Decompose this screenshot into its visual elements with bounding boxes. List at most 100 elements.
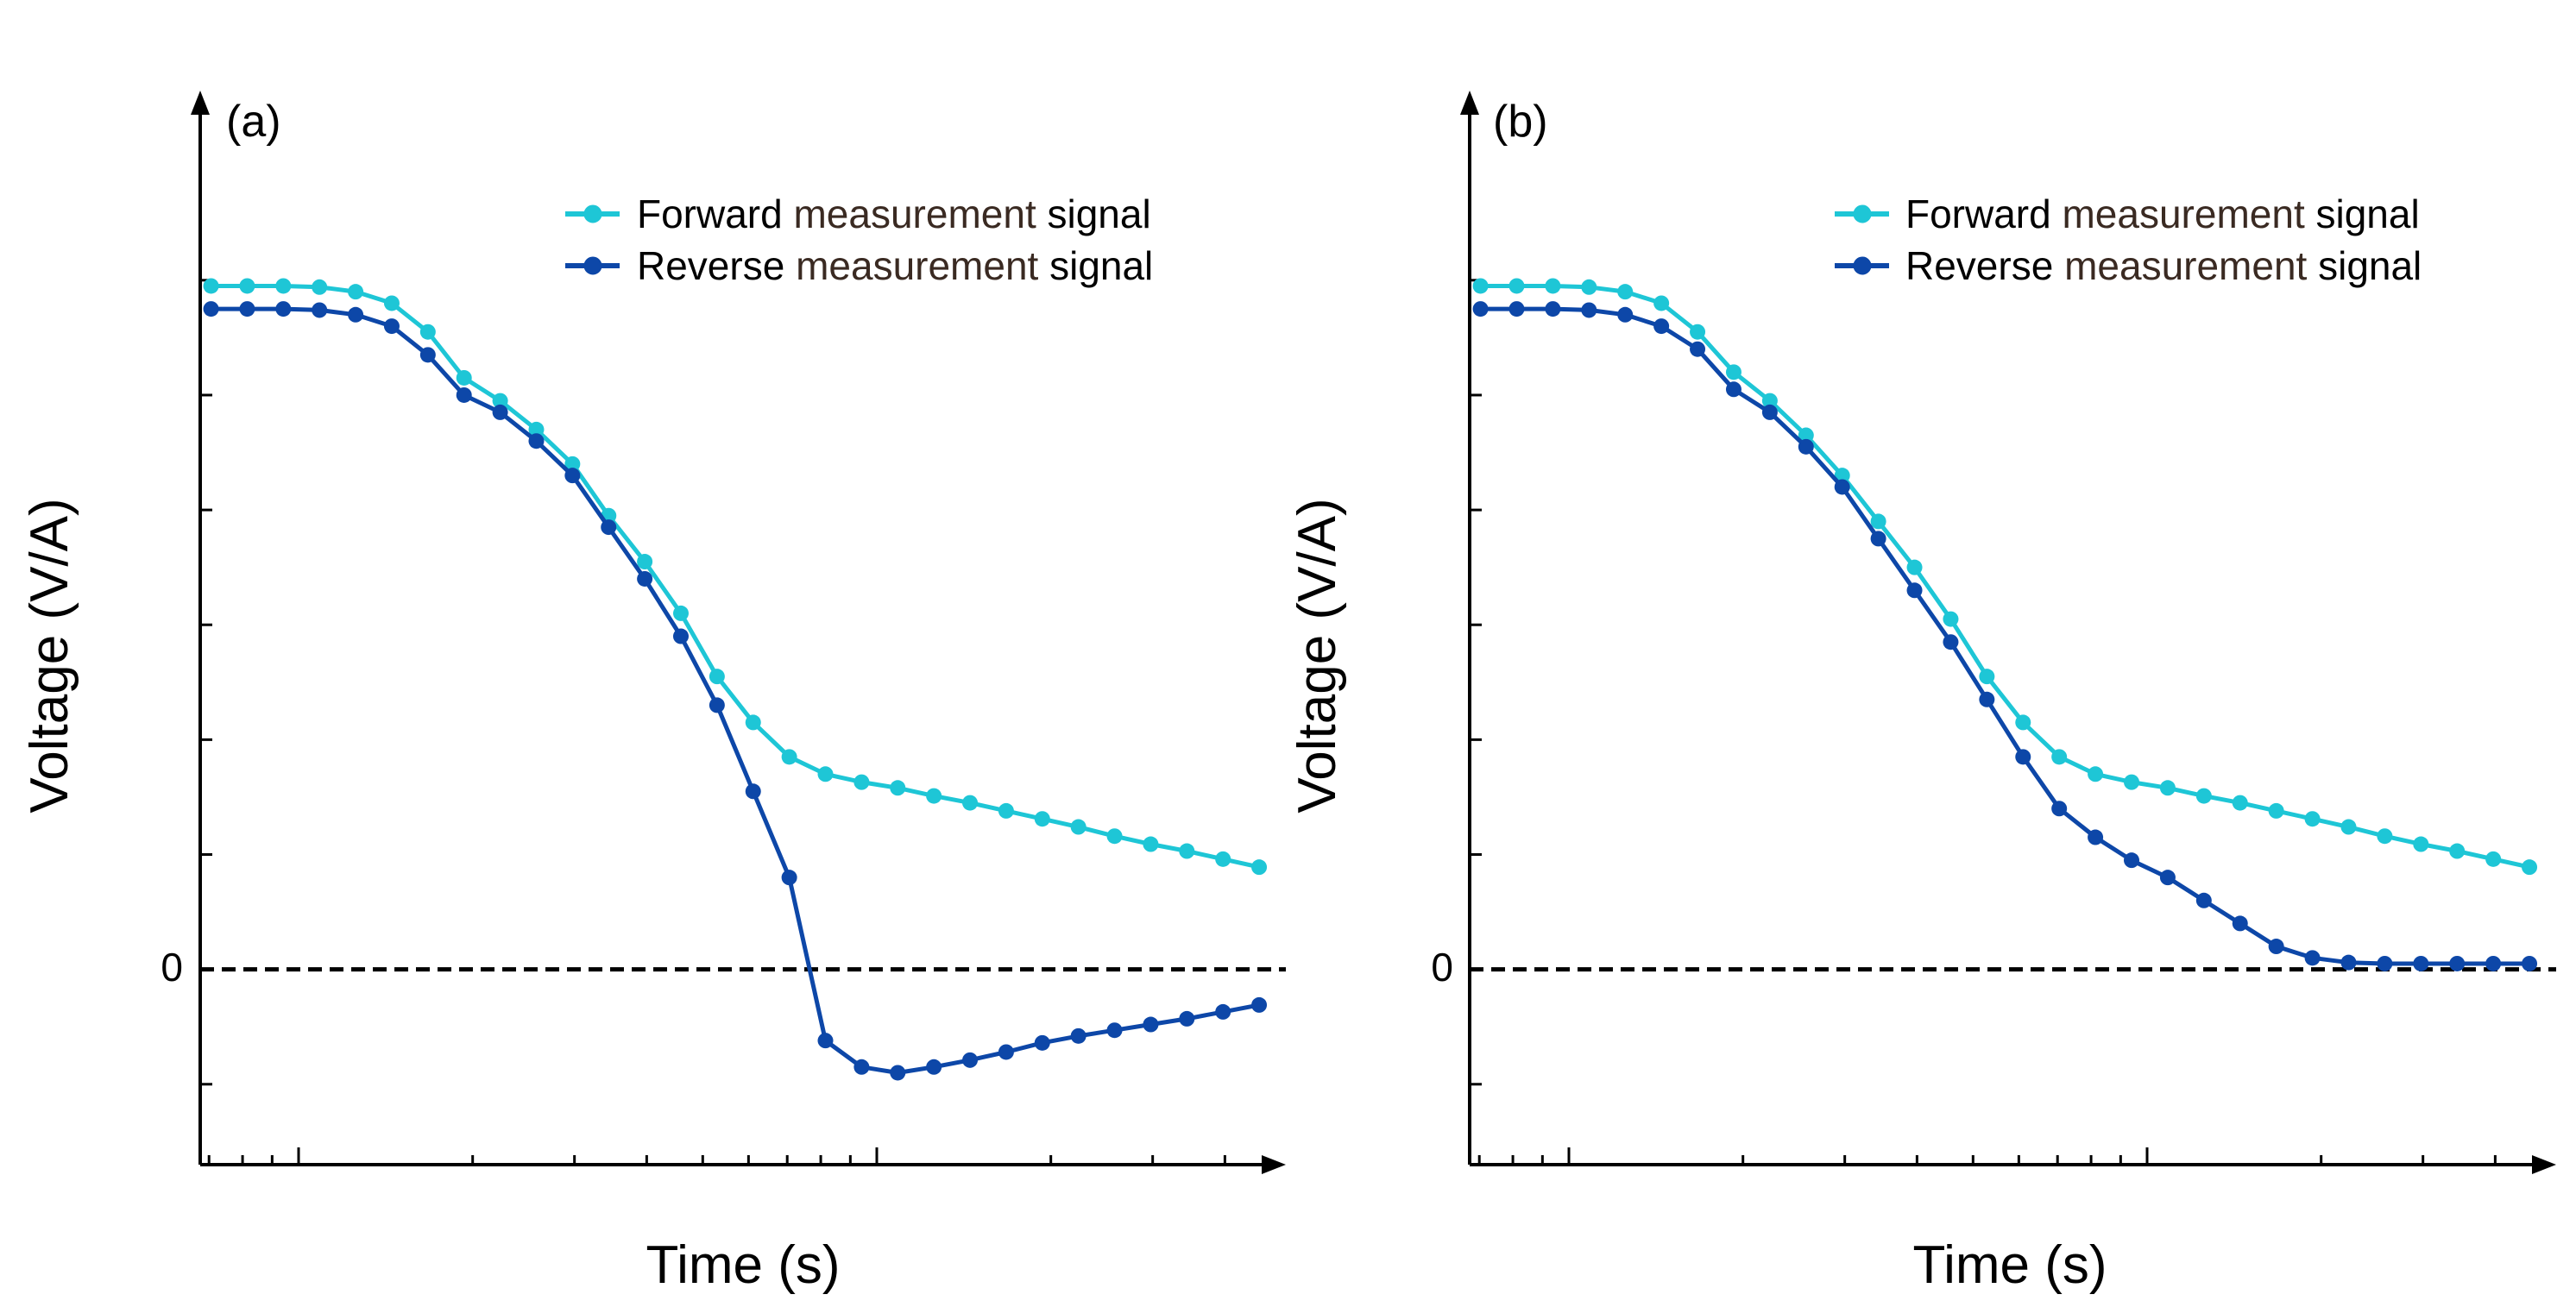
y-zero-label-b: 0 [1431,945,1453,990]
data-point-reverse-a-15 [745,783,761,800]
panel-label-b: (b) [1493,97,1548,147]
plot-area-a [191,91,1286,1174]
data-point-reverse-b-1 [1508,301,1525,317]
data-point-reverse-a-12 [637,570,653,587]
data-point-reverse-a-13 [672,628,689,644]
legend-swatch-reverse-marker-b [1853,256,1872,275]
data-point-forward-b-28 [2485,851,2502,867]
data-point-forward-a-2 [275,278,292,294]
legend-label-forward-a: Forward measurement signal [637,192,1151,236]
data-point-reverse-b-23 [2304,950,2321,966]
legend-a: Forward measurement signal Reverse measu… [565,192,1153,288]
data-point-reverse-b-22 [2268,939,2284,955]
data-point-forward-a-22 [998,802,1014,819]
data-point-reverse-a-18 [853,1059,870,1075]
legend-label-reverse-a-part3: signal [1038,243,1153,288]
data-point-reverse-b-21 [2232,915,2248,932]
data-point-forward-b-24 [2340,819,2357,835]
series-line-forward-b [1480,284,2530,870]
data-point-forward-b-29 [2522,859,2538,876]
panel-a: (a) Time (s) Voltage (V/A) 0 Forward mea… [20,91,1286,1295]
data-point-forward-a-3 [312,279,328,295]
data-point-reverse-b-18 [2124,852,2140,869]
legend-swatch-forward-marker-a [583,204,602,223]
data-point-reverse-b-29 [2522,955,2538,971]
data-point-reverse-a-3 [312,302,328,318]
legend-label-reverse-b-part3: signal [2307,243,2422,288]
data-point-reverse-b-19 [2159,870,2176,886]
data-point-forward-a-24 [1070,819,1086,835]
data-point-reverse-a-1 [239,301,255,317]
data-point-forward-b-11 [1870,513,1886,530]
data-point-forward-a-4 [348,284,364,300]
data-point-reverse-b-12 [1906,582,1923,599]
data-point-reverse-b-26 [2413,955,2429,971]
x-axis-arrow-a [1262,1155,1286,1174]
panel-label-a: (a) [226,97,281,147]
data-point-reverse-a-20 [926,1059,942,1075]
data-point-forward-a-1 [239,278,255,294]
data-point-forward-b-22 [2268,802,2284,819]
data-point-reverse-a-29 [1251,996,1268,1013]
data-point-reverse-b-20 [2195,892,2212,908]
data-point-reverse-a-28 [1215,1003,1231,1020]
legend-b: Forward measurement signal Reverse measu… [1835,192,2422,288]
legend-label-forward-b-part2: measurement [2062,192,2304,236]
data-point-reverse-a-0 [203,301,219,317]
data-point-forward-a-14 [709,669,725,685]
data-point-reverse-a-2 [275,301,292,317]
data-point-reverse-a-11 [601,519,617,536]
data-point-forward-b-26 [2413,836,2429,852]
data-point-forward-a-0 [203,278,219,294]
data-point-reverse-a-21 [962,1052,979,1068]
data-point-forward-b-10 [1834,468,1850,484]
legend-label-forward-a-part2: measurement [793,192,1036,236]
data-point-reverse-b-28 [2485,955,2502,971]
data-point-forward-b-3 [1581,279,1597,295]
data-point-forward-b-17 [2088,766,2104,782]
data-point-reverse-b-25 [2377,955,2393,971]
data-point-forward-b-16 [2051,749,2068,765]
y-axis-title-b: Voltage (V/A) [1288,498,1347,813]
data-point-forward-b-14 [1979,669,1995,685]
y-axis-arrow-a [191,91,210,115]
data-point-forward-a-9 [528,421,545,437]
legend-label-forward-b-part1: Forward [1905,192,2062,236]
data-point-forward-b-0 [1472,278,1489,294]
data-point-reverse-a-26 [1143,1016,1159,1033]
plot-area-b [1460,91,2556,1174]
data-point-forward-b-4 [1617,284,1634,300]
data-point-reverse-a-9 [528,433,545,449]
legend-swatch-forward-marker-b [1853,204,1872,223]
data-point-forward-b-13 [1943,611,1959,627]
data-point-forward-b-1 [1508,278,1525,294]
data-point-forward-b-9 [1798,427,1814,443]
data-point-reverse-a-23 [1034,1034,1050,1051]
data-point-reverse-a-5 [383,318,400,335]
data-point-reverse-b-6 [1690,341,1706,357]
data-point-reverse-b-7 [1725,381,1741,398]
legend-label-reverse-b: Reverse measurement signal [1905,243,2422,288]
data-point-reverse-a-7 [456,386,472,403]
data-point-reverse-b-16 [2051,801,2068,817]
data-point-forward-a-8 [492,393,508,409]
legend-label-forward-b: Forward measurement signal [1905,192,2420,236]
data-point-reverse-a-17 [817,1033,834,1049]
data-point-reverse-a-22 [998,1044,1014,1060]
data-point-forward-b-8 [1761,393,1778,409]
y-axis-arrow-b [1460,91,1479,115]
data-point-forward-a-5 [383,295,400,311]
data-point-forward-a-29 [1251,859,1268,876]
y-zero-label-a: 0 [161,945,183,990]
data-point-forward-a-7 [456,369,472,386]
data-point-forward-a-12 [637,554,653,570]
data-point-forward-b-25 [2377,828,2393,845]
data-point-forward-a-20 [926,788,942,804]
data-point-forward-b-5 [1653,295,1670,311]
data-point-reverse-a-8 [492,404,508,420]
legend-label-forward-b-part3: signal [2305,192,2420,236]
data-point-reverse-b-17 [2088,829,2104,845]
data-point-reverse-a-14 [709,697,725,713]
data-point-reverse-b-14 [1979,691,1995,707]
